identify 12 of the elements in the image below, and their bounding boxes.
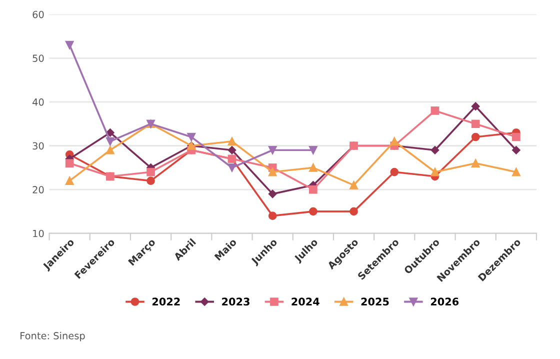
- y-tick-label: 10: [33, 230, 44, 238]
- y-tick-label: 20: [32, 186, 44, 194]
- y-tick-label: 30: [32, 142, 44, 150]
- legend-label: 2024: [292, 298, 320, 306]
- legend-label: 2022: [152, 298, 180, 306]
- source-note: Fonte: Sinesp: [20, 332, 85, 342]
- legend-label: 2025: [361, 298, 389, 306]
- y-tick-label: 60: [32, 10, 44, 18]
- y-tick-label: 40: [32, 98, 44, 106]
- legend-label: 2023: [222, 298, 250, 306]
- y-tick-label: 50: [32, 54, 44, 62]
- legend-label: 2026: [430, 298, 459, 306]
